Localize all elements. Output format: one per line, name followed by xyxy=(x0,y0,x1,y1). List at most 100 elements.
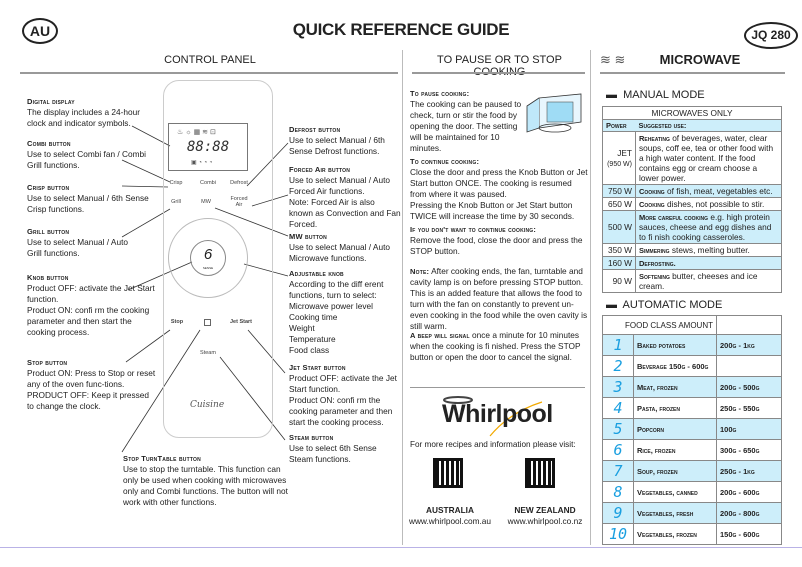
steam-button[interactable]: Steam xyxy=(200,350,216,356)
desc-text: Product OFF: activate the Jet Start func… xyxy=(27,283,155,337)
block-text: Close the door and press the Knob Button… xyxy=(410,167,588,221)
note-block: Note: After cooking ends, the fan, turnt… xyxy=(410,266,590,332)
section-title: AUTOMATIC MODE xyxy=(622,299,723,311)
desc-title: Forced Air button xyxy=(289,165,351,174)
food-amount: 200g - 500g xyxy=(716,376,782,398)
food-class-number: 5 xyxy=(602,418,634,440)
jet-start-button-desc: Jet Start button Product OFF: activate th… xyxy=(289,362,401,428)
desc-text: Product OFF: activate the Jet Start func… xyxy=(289,373,397,427)
stop-turntable-button[interactable] xyxy=(204,319,211,326)
table-header: FOOD CLASS AMOUNT xyxy=(602,315,717,335)
food-class-number: 10 xyxy=(602,523,634,545)
desc-text: Use to select Manual / 6th Sense Defrost… xyxy=(289,135,385,156)
pause-cooking-block: To pause cooking: The cooking can be paus… xyxy=(410,88,590,154)
food-class-number: 4 xyxy=(602,397,634,419)
combi-button[interactable]: Combi xyxy=(200,180,216,186)
use-keyword: Reheating xyxy=(639,134,670,143)
use-keyword: Softening xyxy=(639,272,670,281)
qr-code-new-zealand[interactable] xyxy=(523,456,557,490)
table-row: 5 Popcorn 100g xyxy=(602,418,782,440)
desc-text: Product ON: Press to Stop or reset any o… xyxy=(27,368,156,411)
food-class-number: 8 xyxy=(602,481,634,503)
indicator-icons: ♨ ☼ ▦ ≋ ⊡ xyxy=(177,129,216,136)
crisp-button[interactable]: Crisp xyxy=(169,180,183,186)
mw-button-desc: MW button Use to select Manual / Auto Mic… xyxy=(289,231,401,264)
region-badge: AU xyxy=(22,18,58,44)
automatic-mode-heading: ▬ AUTOMATIC MODE xyxy=(606,299,723,311)
food-amount: 250g - 550g xyxy=(716,397,782,419)
grill-button[interactable]: Grill xyxy=(171,199,181,205)
grill-button-desc: Grill button Use to select Manual / Auto … xyxy=(27,226,137,259)
food-class-name: Popcorn xyxy=(633,418,717,440)
control-panel-heading: CONTROL PANEL xyxy=(164,54,256,66)
power-cell: JET (950 W) xyxy=(602,131,636,185)
new-zealand-url-link[interactable]: www.whirlpool.co.nz xyxy=(507,516,583,526)
adjustable-knob-desc: Adjustable knob According to the diff ere… xyxy=(289,268,401,356)
desc-title: Combi button xyxy=(27,139,71,148)
control-panel-illustration xyxy=(163,80,273,438)
desc-text: Use to select Manual / Auto Forced Air f… xyxy=(289,175,401,229)
divider xyxy=(590,50,591,545)
stop-button[interactable]: Stop xyxy=(170,319,184,325)
table-row: 9 Vegetables, fresh 200g - 800g xyxy=(602,502,782,524)
power-cell: 650 W xyxy=(602,197,636,211)
table-row: 7 Soup, frozen 250g - 1kg xyxy=(602,460,782,482)
food-class-name: Vegetables, fresh xyxy=(633,502,717,524)
use-cell: Cooking of fish, meat, vegetables etc. xyxy=(635,184,782,198)
australia-link-block: AUSTRALIA www.whirlpool.com.au xyxy=(405,505,495,527)
section-title: MANUAL MODE xyxy=(623,89,705,101)
table-row: 3 Meat, frozen 200g - 500g xyxy=(602,376,782,398)
forced-air-button[interactable]: Forced Air xyxy=(230,196,248,208)
automatic-mode-table: FOOD CLASS AMOUNT 1 Baked potatoes 200g - … xyxy=(602,315,782,545)
use-cell: Softening butter, cheeses and ice cream. xyxy=(635,269,782,293)
desc-title: Stop button xyxy=(27,358,68,367)
food-class-number: 6 xyxy=(602,439,634,461)
table-row: 1 Baked potatoes 200g - 1kg xyxy=(602,334,782,356)
power-value: 160 W xyxy=(608,258,632,268)
food-amount xyxy=(716,355,782,377)
block-title: To continue cooking: xyxy=(410,157,480,166)
food-amount: 300g - 650g xyxy=(716,439,782,461)
food-class-name: Soup, frozen xyxy=(633,460,717,482)
block-text: The cooking can be paused to check, turn… xyxy=(410,99,522,153)
food-amount: 200g - 1kg xyxy=(716,334,782,356)
power-value: 500 W xyxy=(608,222,632,232)
australia-url-link[interactable]: www.whirlpool.com.au xyxy=(408,516,492,526)
table-row: 160 W Defrosting. xyxy=(602,256,782,270)
knob-button[interactable]: 6 SENSE xyxy=(190,240,226,276)
mw-button[interactable]: MW xyxy=(201,199,211,205)
power-cell: 500 W xyxy=(602,210,636,244)
desc-title: Stop TurnTable button xyxy=(123,454,201,463)
power-value: JET xyxy=(617,148,632,158)
stop-cooking-block: If you don't want to continue cooking: Re… xyxy=(410,224,590,257)
desc-title: Defrost button xyxy=(289,125,341,134)
power-cell: 350 W xyxy=(602,243,636,257)
microwave-heading: MICROWAVE xyxy=(659,52,741,67)
divider xyxy=(600,72,785,74)
display-digits: 88:88 xyxy=(187,139,230,155)
desc-text: Use to stop the turntable. This function… xyxy=(123,464,288,507)
power-value: 350 W xyxy=(608,245,632,255)
continue-cooking-block: To continue cooking: Close the door and p… xyxy=(410,156,590,222)
use-text: of beverages, water, clear soups, coff e… xyxy=(639,133,774,183)
defrost-button[interactable]: Defrost xyxy=(230,180,248,186)
qr-code-australia[interactable] xyxy=(431,456,465,490)
block-title: A beep will signal xyxy=(410,331,470,340)
block-text: once a minute for 10 minutes when the co… xyxy=(410,330,581,362)
use-keyword: Cooking xyxy=(639,200,665,209)
food-amount: 200g - 800g xyxy=(716,502,782,524)
whirlpool-wordmark: Whirlpool xyxy=(442,400,553,428)
crisp-button-desc: Crisp button Use to select Manual / 6th S… xyxy=(27,182,157,215)
table-row: 4 Pasta, frozen 250g - 550g xyxy=(602,397,782,419)
use-text: e.g. high protein sauces, cheese and egg… xyxy=(639,212,772,242)
desc-text: Use to select Manual / Auto Grill functi… xyxy=(27,237,129,258)
use-text: butter, cheeses and ice cream. xyxy=(639,271,758,291)
power-cell: 160 W xyxy=(602,256,636,270)
jet-start-button[interactable]: Jet Start xyxy=(229,319,252,325)
visit-text: For more recipes and information please … xyxy=(410,440,576,449)
power-value: 650 W xyxy=(608,199,632,209)
adjustable-knob[interactable]: 6 SENSE xyxy=(168,218,248,298)
footer-line xyxy=(0,547,802,548)
food-class-name: Meat, frozen xyxy=(633,376,717,398)
table-row: 500 W More careful cooking e.g. high prot… xyxy=(602,210,782,244)
